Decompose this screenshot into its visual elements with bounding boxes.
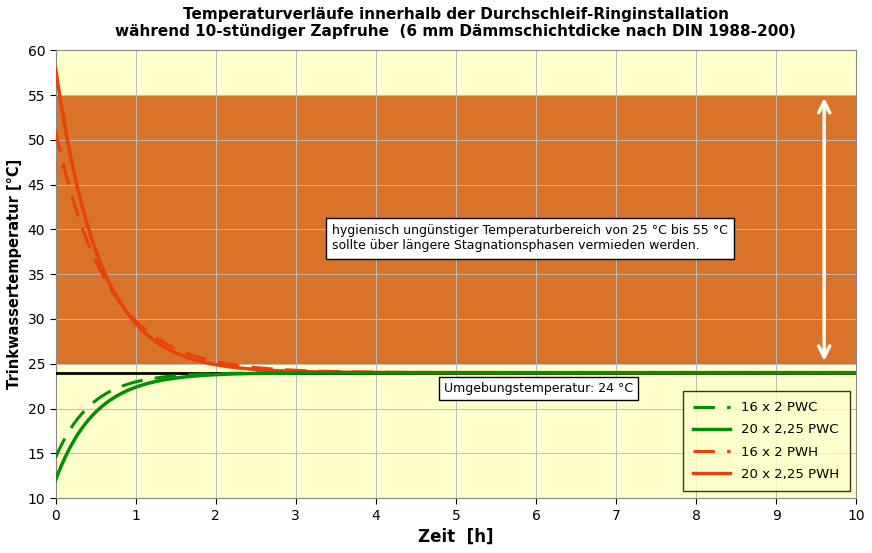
Text: hygienisch ungünstiger Temperaturbereich von 25 °C bis 55 °C
sollte über längere: hygienisch ungünstiger Temperaturbereich… [331, 225, 727, 252]
X-axis label: Zeit  [h]: Zeit [h] [419, 528, 494, 546]
Legend: 16 x 2 PWC, 20 x 2,25 PWC, 16 x 2 PWH, 20 x 2,25 PWH: 16 x 2 PWC, 20 x 2,25 PWC, 16 x 2 PWH, 2… [683, 390, 849, 492]
Bar [56, 50, 856, 95]
Text: Umgebungstemperatur: 24 °C: Umgebungstemperatur: 24 °C [444, 382, 633, 395]
Y-axis label: Trinkwassertemperatur [°C]: Trinkwassertemperatur [°C] [7, 159, 22, 389]
Bar [56, 95, 856, 364]
Title: Temperaturverläufe innerhalb der Durchschleif-Ringinstallation
während 10-stündi: Temperaturverläufe innerhalb der Durchsc… [115, 7, 796, 39]
